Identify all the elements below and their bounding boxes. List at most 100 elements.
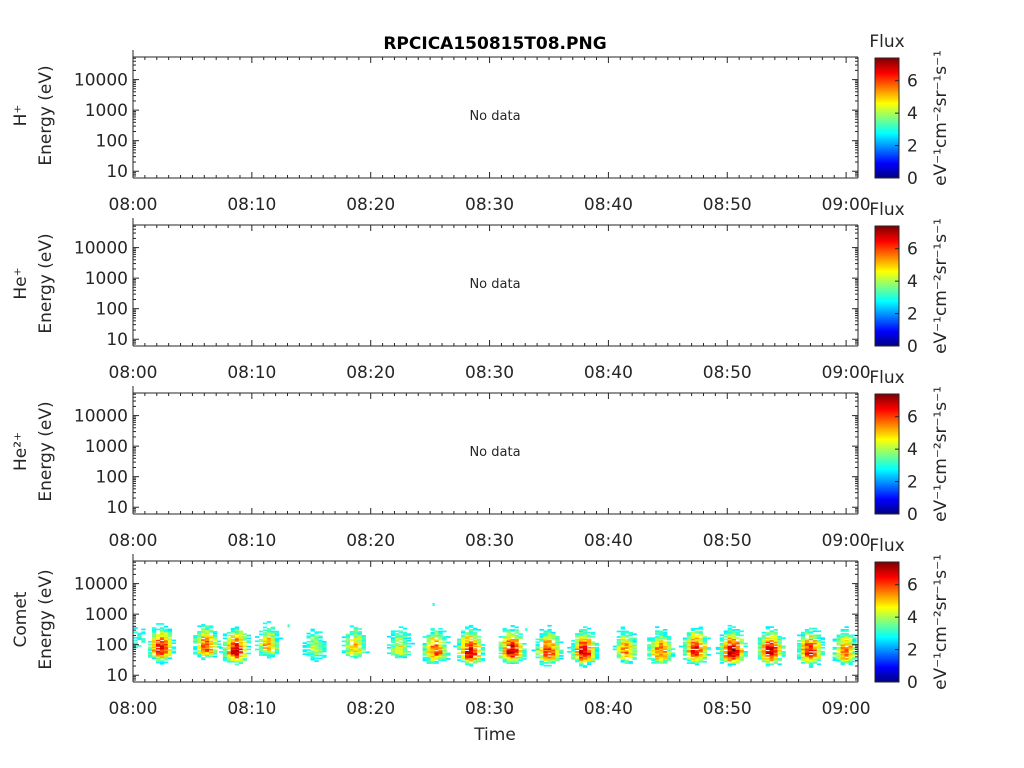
heatmap-cell <box>840 660 845 663</box>
heatmap-cell <box>234 629 240 631</box>
heatmap-cell <box>559 641 564 644</box>
heatmap-cell <box>262 622 268 625</box>
heatmap-cell <box>727 656 732 659</box>
heatmap-cell <box>808 645 814 648</box>
heatmap-cell <box>761 657 766 660</box>
heatmap-cell <box>808 635 814 638</box>
heatmap-cell <box>341 640 347 643</box>
heatmap-cell <box>836 659 841 661</box>
colorbar-segment <box>875 262 899 265</box>
heatmap-cell <box>547 651 552 653</box>
heatmap-cell <box>579 641 584 644</box>
heatmap-cell <box>757 655 763 657</box>
heatmap-cell <box>731 655 736 657</box>
heatmap-cell <box>353 657 358 659</box>
heatmap-cell <box>322 650 327 653</box>
heatmap-cell <box>402 641 408 644</box>
colorbar-segment <box>875 490 899 493</box>
heatmap-cell <box>686 641 692 644</box>
heatmap-cell <box>757 638 763 641</box>
heatmap-cell <box>575 642 580 645</box>
heatmap-cell <box>262 639 268 641</box>
heatmap-cell <box>624 647 629 649</box>
colorbar-segment <box>875 484 899 487</box>
heatmap-cell <box>690 638 696 641</box>
heatmap-cell <box>234 655 240 658</box>
heatmap-cell <box>804 640 810 642</box>
heatmap-cell <box>727 630 732 633</box>
heatmap-cell <box>777 648 782 650</box>
heatmap-cell <box>719 659 724 661</box>
heatmap-cell <box>472 656 478 659</box>
heatmap-cell <box>852 660 857 663</box>
heatmap-cell <box>398 653 404 656</box>
colorbar-segment <box>875 174 899 177</box>
heatmap-cell <box>591 635 596 638</box>
heatmap-cell <box>306 651 311 654</box>
heatmap-cell <box>800 645 806 648</box>
heatmap-cell <box>848 641 853 644</box>
heatmap-cell <box>238 645 244 648</box>
heatmap-cell <box>773 641 778 644</box>
heatmap-cell <box>694 655 700 658</box>
heatmap-cell <box>620 637 625 640</box>
colorbar-segment <box>875 462 899 465</box>
heatmap-cell <box>543 630 548 633</box>
heatmap-cell <box>800 651 806 653</box>
heatmap-cell <box>739 653 744 656</box>
heatmap-cell <box>205 628 210 630</box>
heatmap-cell <box>468 660 474 663</box>
x-tick-label: 08:10 <box>227 531 276 551</box>
heatmap-cell <box>461 660 466 663</box>
heatmap-cell <box>555 657 560 660</box>
colorbar-segment <box>875 130 899 133</box>
heatmap-cell <box>302 646 307 649</box>
heatmap-cell <box>163 635 169 638</box>
heatmap-cell <box>840 646 845 649</box>
heatmap-cell <box>510 655 515 658</box>
heatmap-cell <box>426 648 431 651</box>
heatmap-cell <box>624 662 629 664</box>
heatmap-cell <box>476 642 482 645</box>
heatmap-cell <box>426 656 431 659</box>
heatmap-cell <box>765 641 770 644</box>
heatmap-cell <box>547 648 552 650</box>
heatmap-cell <box>457 655 462 657</box>
species-label: H⁺ <box>11 105 31 127</box>
energy-axis-label: Energy (eV) <box>36 569 56 669</box>
heatmap-cell <box>246 641 251 644</box>
heatmap-cell <box>502 654 507 656</box>
heatmap-cell <box>259 640 264 643</box>
heatmap-cell <box>694 652 700 655</box>
heatmap-cell <box>694 654 700 656</box>
heatmap-cell <box>535 652 540 655</box>
heatmap-cell <box>514 629 519 631</box>
heatmap-cell <box>476 640 482 642</box>
heatmap-cell <box>535 646 540 649</box>
heatmap-cell <box>159 640 165 643</box>
heatmap-cell <box>137 636 142 639</box>
heatmap-cell <box>575 657 580 660</box>
heatmap-cell <box>739 630 744 633</box>
heatmap-cell <box>575 638 580 641</box>
heatmap-cell <box>193 648 198 651</box>
heatmap-cell <box>694 644 700 647</box>
heatmap-cell <box>152 636 157 639</box>
heatmap-cell <box>547 624 552 627</box>
heatmap-cell <box>694 649 700 652</box>
heatmap-cell <box>266 654 272 656</box>
heatmap-cell <box>848 660 853 663</box>
heatmap-cell <box>426 655 431 658</box>
heatmap-cell <box>591 648 596 650</box>
heatmap-cell <box>422 636 427 638</box>
heatmap-cell <box>306 653 311 655</box>
heatmap-cell <box>690 641 696 644</box>
heatmap-cell <box>353 640 358 643</box>
heatmap-cell <box>800 638 806 641</box>
heatmap-cell <box>468 657 474 660</box>
heatmap-cell <box>510 636 515 638</box>
heatmap-cell <box>141 638 146 640</box>
heatmap-cell <box>357 654 362 656</box>
heatmap-cell <box>844 642 849 645</box>
